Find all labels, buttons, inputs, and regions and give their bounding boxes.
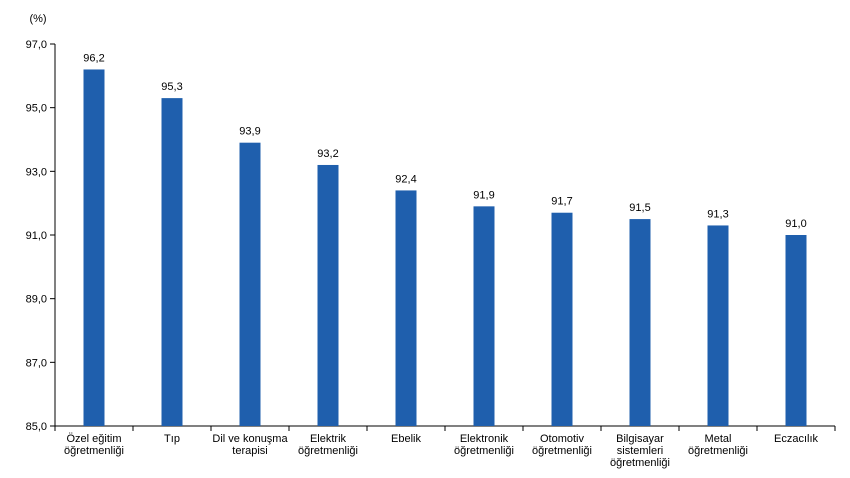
category-label: Metal öğretmenliği xyxy=(688,433,748,457)
data-label: 91,9 xyxy=(473,189,494,201)
category-label-line: Elektronik xyxy=(460,433,509,445)
category-label-line: Bilgisayar xyxy=(616,433,664,445)
bar xyxy=(395,190,417,426)
bar xyxy=(707,225,729,426)
data-label: 91,3 xyxy=(707,208,728,220)
category-label-line: öğretmenliği xyxy=(532,445,592,457)
data-label: 91,0 xyxy=(785,218,806,230)
bar xyxy=(473,206,495,426)
data-label: 93,2 xyxy=(317,148,338,160)
category-label-line: Otomotiv xyxy=(540,433,585,445)
category-label-line: terapisi xyxy=(232,445,267,457)
bar xyxy=(161,98,183,426)
bar xyxy=(551,212,573,426)
category-label: Otomotiv öğretmenliği xyxy=(532,433,592,457)
bars xyxy=(83,69,807,426)
data-label: 91,5 xyxy=(629,202,650,214)
y-tick-label: 97,0 xyxy=(26,39,47,51)
axes: 85,0 87,0 89,0 91,0 93,0 95,0 97,0 xyxy=(26,39,836,433)
category-label-line: öğretmenliği xyxy=(610,457,670,469)
y-tick-label: 87,0 xyxy=(26,357,47,369)
category-label-line: Ebelik xyxy=(391,433,421,445)
category-label-line: Metal xyxy=(705,433,732,445)
category-label-line: sistemleri xyxy=(617,445,663,457)
category-label: Dil ve konuşma terapisi xyxy=(212,433,288,457)
category-label-line: öğretmenliği xyxy=(64,445,124,457)
category-label: Bilgisayar sistemleri öğretmenliği xyxy=(610,433,670,469)
bar xyxy=(785,235,807,426)
category-label: Eczacılık xyxy=(774,433,819,445)
bar xyxy=(83,69,105,426)
y-tick-label: 93,0 xyxy=(26,166,47,178)
category-label: Tıp xyxy=(164,433,180,445)
bar xyxy=(317,164,339,426)
bar xyxy=(239,142,261,426)
value-labels: 96,2 95,3 93,9 93,2 92,4 91,9 91,7 91,5 91,3 91,0 xyxy=(83,52,806,230)
y-tick-label: 85,0 xyxy=(26,421,47,433)
category-label-line: öğretmenliği xyxy=(688,445,748,457)
category-label: Özel eğitim öğretmenliği xyxy=(64,433,124,457)
category-label: Elektronik öğretmenliği xyxy=(454,433,514,457)
category-label-line: Eczacılık xyxy=(774,433,819,445)
category-label: Ebelik xyxy=(391,433,421,445)
y-tick-label: 95,0 xyxy=(26,103,47,115)
category-label-line: Tıp xyxy=(164,433,180,445)
y-axis-unit-label: (%) xyxy=(29,13,46,25)
bar xyxy=(629,219,651,426)
y-tick-label: 89,0 xyxy=(26,294,47,306)
data-label: 92,4 xyxy=(395,173,416,185)
category-label-line: Dil ve konuşma xyxy=(212,433,288,445)
data-label: 93,9 xyxy=(239,126,260,138)
category-label-line: öğretmenliği xyxy=(298,445,358,457)
data-label: 95,3 xyxy=(161,81,182,93)
category-label-line: öğretmenliği xyxy=(454,445,514,457)
data-label: 96,2 xyxy=(83,52,104,64)
category-label-line: Özel eğitim xyxy=(66,433,121,445)
category-label: Elektrik öğretmenliği xyxy=(298,433,358,457)
y-tick-label: 91,0 xyxy=(26,230,47,242)
data-label: 91,7 xyxy=(551,196,572,208)
category-label-line: Elektrik xyxy=(310,433,347,445)
